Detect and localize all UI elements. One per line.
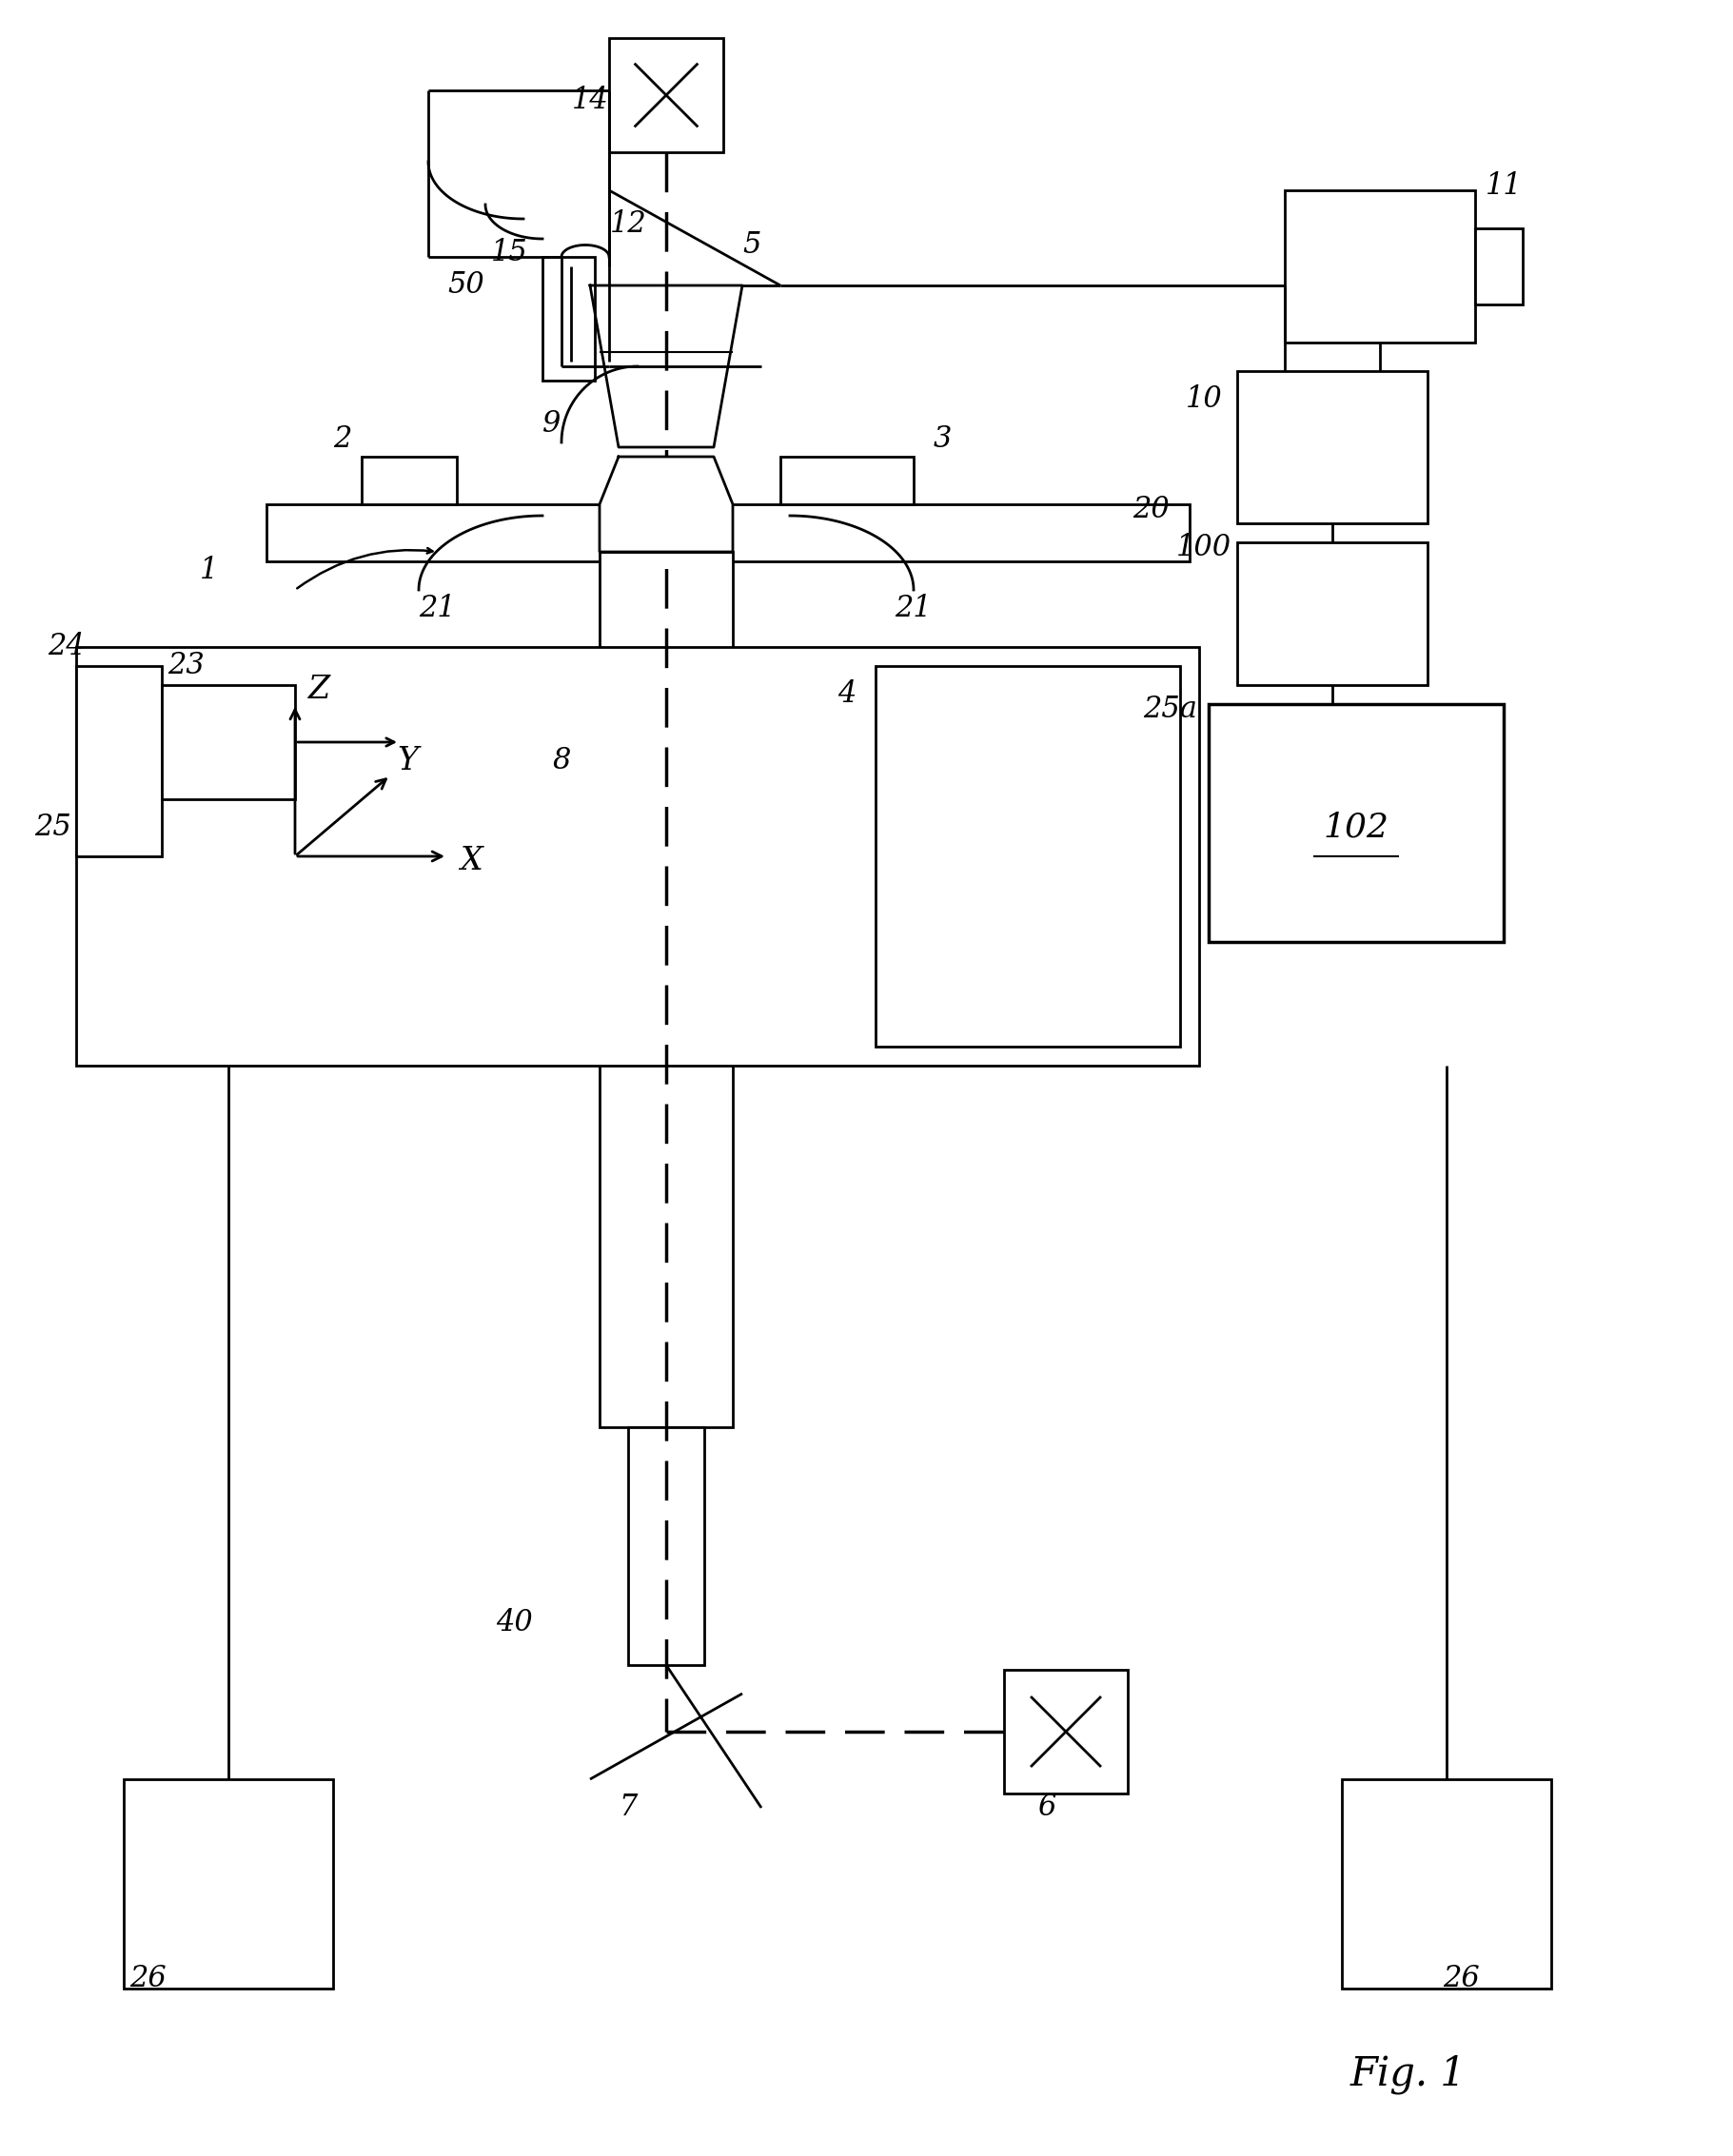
Text: 5: 5 xyxy=(743,231,761,261)
Text: 6: 6 xyxy=(1038,1794,1055,1822)
Text: 26: 26 xyxy=(1442,1964,1480,1994)
Text: 50: 50 xyxy=(447,272,485,300)
Bar xyxy=(362,457,458,505)
Bar xyxy=(875,666,1180,1046)
Text: X: X xyxy=(459,845,482,875)
Text: Y: Y xyxy=(397,746,418,776)
Text: 1: 1 xyxy=(199,556,218,586)
Polygon shape xyxy=(600,457,733,552)
Text: 14: 14 xyxy=(572,84,608,114)
Text: 40: 40 xyxy=(496,1608,532,1636)
Text: 21: 21 xyxy=(419,595,456,623)
Bar xyxy=(1341,1779,1551,1988)
Bar xyxy=(1003,1669,1128,1794)
Text: Z: Z xyxy=(308,675,329,705)
Text: 12: 12 xyxy=(610,209,646,239)
Text: 21: 21 xyxy=(896,595,932,623)
Text: 7: 7 xyxy=(619,1794,638,1822)
Bar xyxy=(608,39,723,153)
Bar xyxy=(780,457,913,505)
Text: 8: 8 xyxy=(553,746,570,776)
Text: 4: 4 xyxy=(837,679,856,709)
Text: 26: 26 xyxy=(128,1964,166,1994)
Text: 10: 10 xyxy=(1185,386,1222,414)
Text: 23: 23 xyxy=(166,651,204,681)
Text: 25: 25 xyxy=(35,813,71,843)
Text: 3: 3 xyxy=(932,425,951,455)
Text: 11: 11 xyxy=(1485,170,1522,201)
Bar xyxy=(1208,705,1504,942)
Text: Fig. 1: Fig. 1 xyxy=(1350,2055,1466,2093)
Bar xyxy=(267,505,1189,561)
Text: 25a: 25a xyxy=(1144,694,1198,724)
Text: 9: 9 xyxy=(542,410,561,438)
Text: 102: 102 xyxy=(1324,811,1388,843)
Bar xyxy=(76,666,161,856)
Text: 15: 15 xyxy=(490,237,527,267)
Bar xyxy=(1237,543,1428,686)
Bar xyxy=(161,686,295,800)
Text: 2: 2 xyxy=(333,425,352,455)
Bar xyxy=(627,1427,704,1664)
Bar xyxy=(123,1779,333,1988)
Bar xyxy=(1237,371,1428,524)
Text: 24: 24 xyxy=(49,632,85,662)
Bar xyxy=(542,257,594,382)
Bar xyxy=(1284,190,1475,343)
Bar xyxy=(600,552,733,1427)
Bar xyxy=(1475,229,1523,304)
Bar xyxy=(76,647,1199,1065)
Text: 20: 20 xyxy=(1133,494,1170,524)
Text: 100: 100 xyxy=(1177,533,1232,563)
